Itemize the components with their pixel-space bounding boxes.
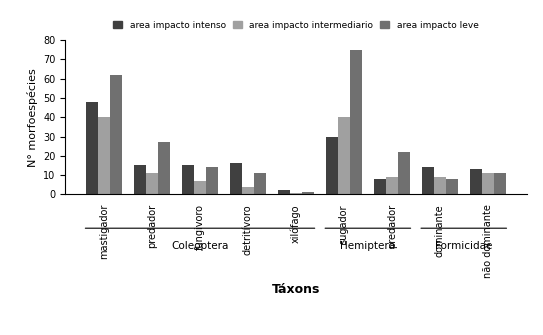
Bar (194, 181, 206, 194)
Bar (110, 75, 122, 194)
Text: Hemiptera: Hemiptera (340, 241, 395, 251)
Bar (134, 165, 146, 194)
Bar (482, 173, 494, 194)
Bar (350, 50, 362, 194)
Bar (278, 190, 290, 194)
Bar (422, 168, 434, 194)
Legend: area impacto intenso, area impacto intermediario, area impacto leve: area impacto intenso, area impacto inter… (110, 17, 482, 33)
Bar (326, 137, 338, 194)
Bar (146, 173, 158, 194)
Bar (338, 117, 350, 194)
Bar (86, 102, 98, 194)
Bar (230, 163, 242, 194)
Bar (242, 187, 254, 194)
Bar (254, 173, 266, 194)
Text: Coleoptera: Coleoptera (172, 241, 229, 251)
Bar (182, 165, 194, 194)
Bar (374, 179, 386, 194)
Bar (446, 179, 458, 194)
Bar (386, 177, 398, 194)
Bar (494, 173, 506, 194)
Bar (290, 193, 302, 194)
Text: Formicidae: Formicidae (435, 241, 493, 251)
Bar (206, 168, 218, 194)
Y-axis label: N° morfoespécies: N° morfoespécies (27, 68, 37, 166)
Bar (470, 169, 482, 194)
Bar (398, 152, 410, 194)
X-axis label: Táxons: Táxons (272, 283, 320, 296)
Bar (434, 177, 446, 194)
Bar (158, 142, 170, 194)
Bar (98, 117, 110, 194)
Bar (302, 192, 314, 194)
